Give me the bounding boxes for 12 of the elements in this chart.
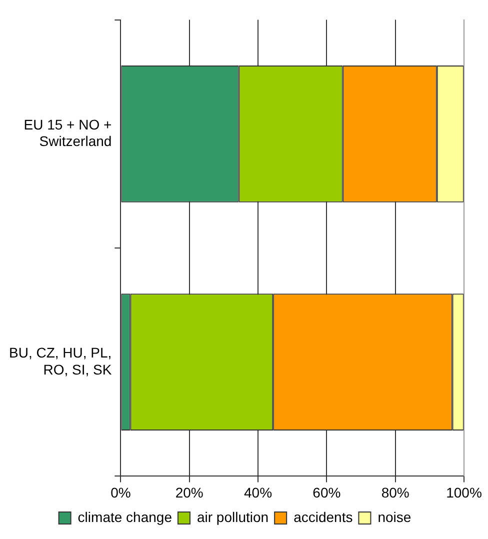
x-tick-label: 0% [110,484,131,500]
y-tick-label: EU 15 + NO + Switzerland [24,116,112,150]
y-tick-label: BU, CZ, HU, PL, RO, SI, SK [8,344,112,378]
legend-label: noise [378,508,412,525]
legend-label: climate change [78,508,172,525]
x-tick-label: 100% [446,484,482,500]
x-tick-label: 60% [312,484,341,500]
x-tick-label: 80% [381,484,410,500]
x-tick-label: 20% [175,484,204,500]
legend-label: air pollution [196,508,269,525]
legend-label: accidents [294,508,353,525]
x-tick-label: 40% [244,484,272,500]
